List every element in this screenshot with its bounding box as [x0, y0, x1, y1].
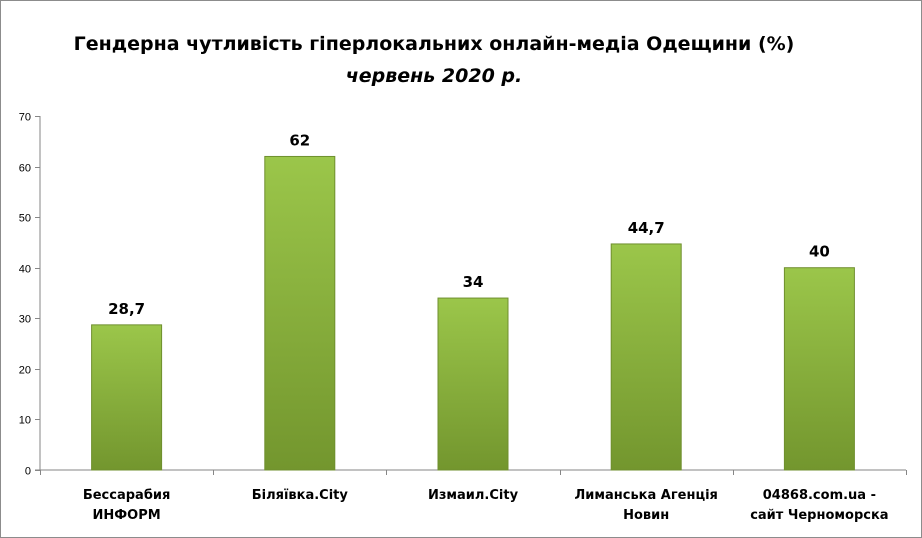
data-label-2: 62 [289, 131, 310, 149]
y-tick-label: 10 [19, 415, 31, 427]
data-labels-group: 28,7 62 34 44,7 40 [108, 131, 830, 317]
y-tick-label: 40 [19, 264, 31, 276]
category-label-4: Лиманська Агенція Новин [574, 488, 718, 523]
bars-group [91, 155, 855, 471]
bar-3 [437, 297, 509, 471]
chart-subtitle: червень 2020 р. [345, 65, 523, 87]
bar-2 [264, 155, 336, 471]
data-label-4: 44,7 [628, 219, 665, 237]
y-tick-label: 30 [19, 314, 31, 326]
data-label-5: 40 [809, 243, 830, 261]
bar-5 [783, 267, 855, 471]
category-label-3: Измаил.City [427, 488, 519, 503]
axes: 0 10 20 30 40 50 60 70 [19, 112, 907, 478]
category-label-5: 04868.com.ua - сайт Черноморска [750, 488, 889, 523]
chart-title: Гендерна чутливість гіперлокальних онлай… [73, 33, 795, 55]
y-tick-label: 0 [25, 466, 31, 478]
category-label-2: Біляївка.City [251, 488, 348, 503]
y-tick-label: 50 [19, 213, 31, 225]
category-label-1: Бессарабия ИНФОРМ [82, 488, 171, 523]
bar-1 [91, 324, 163, 471]
y-tick-label: 60 [19, 163, 31, 175]
bar-4 [610, 243, 682, 471]
data-label-3: 34 [463, 273, 484, 291]
y-tick-label: 70 [19, 112, 31, 124]
data-label-1: 28,7 [108, 300, 145, 318]
y-tick-label: 20 [19, 365, 31, 377]
